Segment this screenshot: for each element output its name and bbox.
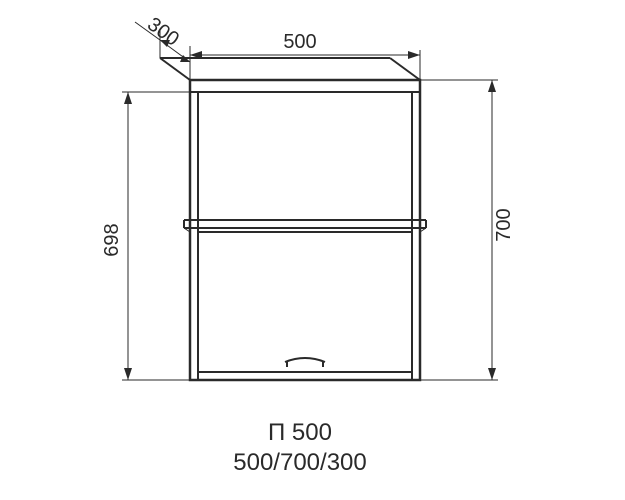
depth-projection: [160, 58, 420, 80]
model-label-line1: П 500: [268, 419, 332, 446]
dim-height-right: 700: [420, 80, 515, 380]
dim-depth-value: 300: [143, 13, 183, 50]
dim-height-right-value: 700: [493, 208, 515, 241]
dim-height-left-value: 698: [101, 223, 123, 256]
dim-width: 500: [190, 31, 420, 80]
dim-depth: 300: [135, 13, 190, 80]
model-label-line2: 500/700/300: [233, 449, 366, 476]
dim-height-left: 698: [101, 92, 190, 380]
shelf: [184, 220, 426, 232]
dim-width-value: 500: [283, 31, 316, 53]
cabinet-body: [184, 80, 426, 380]
cabinet-dimension-drawing: 300 500 698 700 П 500 500/700/300: [0, 0, 625, 500]
door-handle: [285, 358, 325, 367]
